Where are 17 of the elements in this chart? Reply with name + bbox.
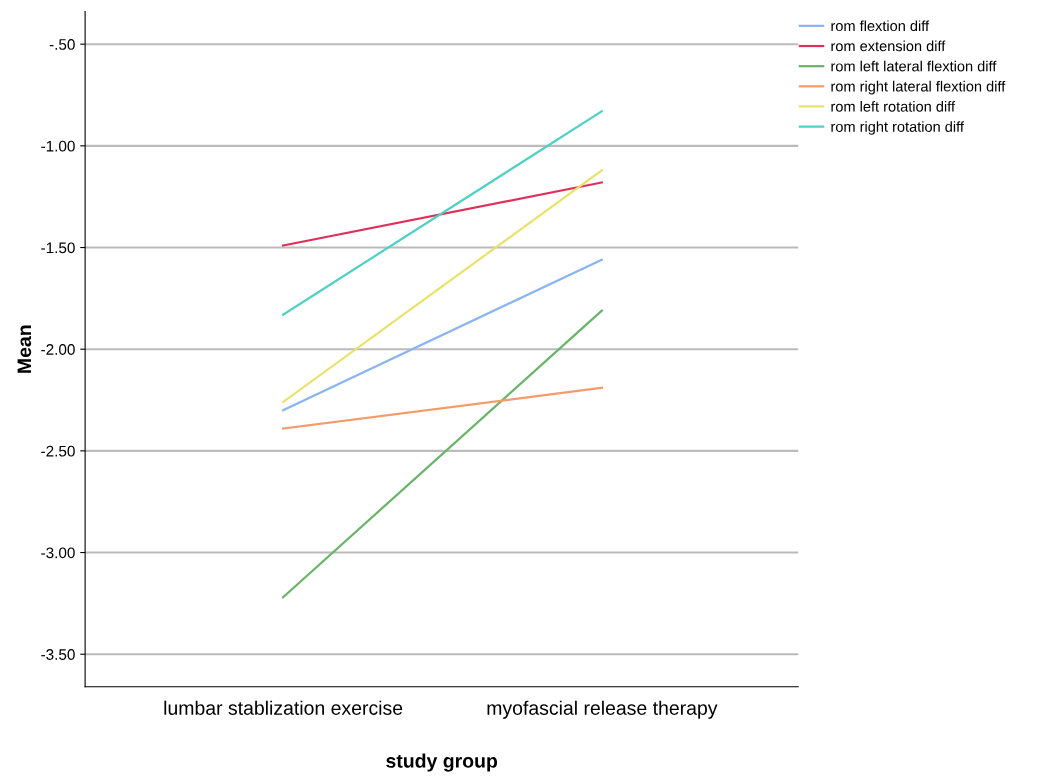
y-tick-label: -2.50 [41,445,75,457]
y-tick-label: -.50 [49,39,75,50]
y-tick-label: -3.00 [41,547,75,559]
y-tick-label: -2.00 [41,344,75,355]
legend-label: rom flextion diff [831,20,930,32]
legend-label: rom right lateral flextion diff [831,80,1006,95]
legend-label: rom extension diff [831,40,946,52]
y-tick-label: -1.50 [41,242,75,254]
x-axis-title: study group [386,753,498,772]
legend-label: rom left rotation diff [831,101,956,112]
legend-label: rom left lateral flextion diff [831,60,997,72]
x-tick-label: myofascial release therapy [487,700,718,719]
y-axis-title: Mean [17,325,32,373]
x-tick-label: lumbar stablization exercise [164,700,403,715]
legend-label: rom right rotation diff [831,121,964,135]
y-tick-label: -1.00 [41,140,75,152]
y-tick-label: -3.50 [41,649,75,660]
